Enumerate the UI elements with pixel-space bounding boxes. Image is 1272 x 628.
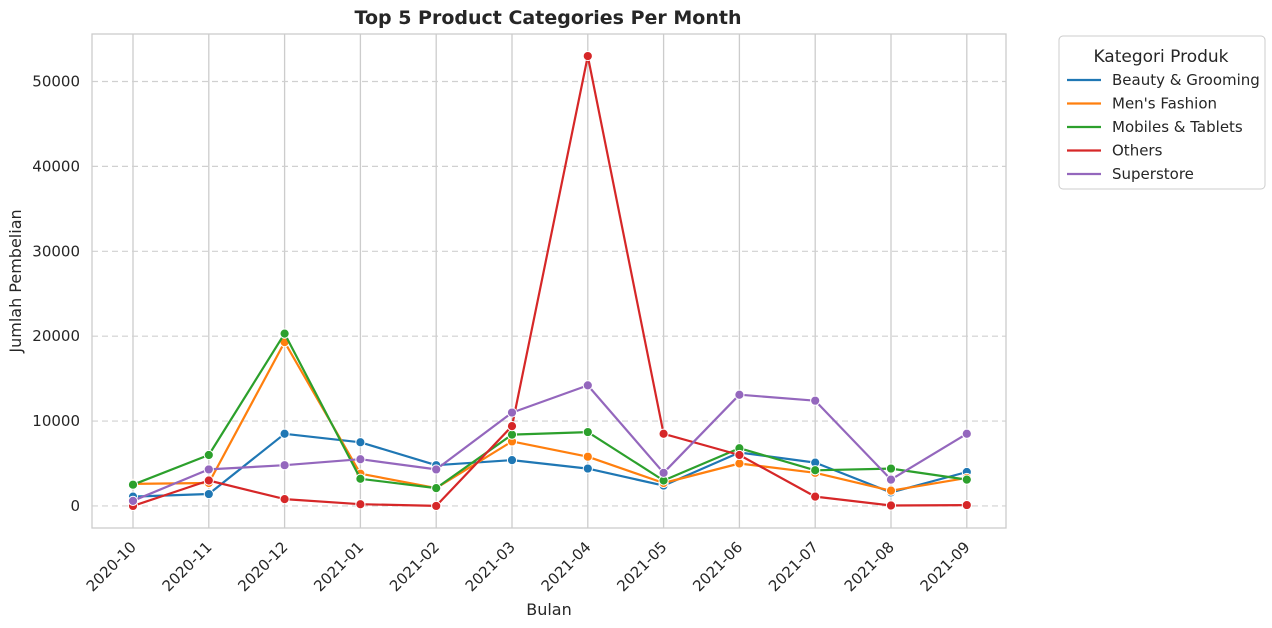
series-layer [127, 50, 972, 512]
legend: Kategori Produk Beauty & Grooming Men's F… [1058, 35, 1266, 190]
data-point [658, 428, 669, 439]
legend-title: Kategori Produk [1093, 47, 1228, 67]
data-point [203, 488, 214, 500]
data-point [582, 451, 593, 462]
data-point [506, 429, 518, 440]
y-axis-label: Jumlah Pembelian [6, 209, 25, 353]
data-point [127, 495, 139, 506]
series-line [132, 54, 967, 507]
legend-items: Beauty & Grooming Men's Fashion Mobiles & … [1067, 71, 1260, 183]
legend-label: Beauty & Grooming [1112, 71, 1260, 89]
data-point [506, 454, 518, 466]
data-point [203, 475, 214, 486]
data-point [885, 463, 897, 474]
data-point [961, 428, 972, 439]
data-point [355, 473, 366, 484]
x-axis-label: Bulan [526, 600, 572, 619]
legend-label: Men's Fashion [1112, 95, 1217, 113]
data-point [582, 463, 593, 474]
data-point [355, 454, 366, 465]
data-point [734, 458, 745, 469]
y-tick-label: 10000 [32, 412, 80, 430]
data-point [279, 328, 290, 339]
data-point [961, 474, 972, 485]
data-point [582, 50, 593, 62]
data-point [203, 464, 214, 475]
y-tick-label: 40000 [32, 157, 80, 175]
data-point [127, 479, 139, 490]
y-tick-label: 50000 [32, 73, 80, 91]
y-tick-label: 20000 [32, 327, 80, 345]
data-point [810, 395, 821, 406]
data-point [279, 494, 290, 505]
data-point [279, 428, 290, 439]
y-tick-labels: 0 10000 20000 30000 40000 50000 [32, 73, 80, 515]
chart-title: Top 5 Product Categories Per Month [355, 7, 742, 29]
data-point [431, 464, 442, 475]
data-point [203, 449, 214, 461]
series-group [127, 328, 972, 494]
data-point [582, 426, 593, 438]
series-line [132, 432, 968, 498]
data-point [810, 491, 821, 502]
data-point [961, 499, 972, 511]
data-point [582, 380, 593, 391]
legend-frame [1058, 35, 1266, 190]
legend-label: Others [1112, 142, 1163, 160]
data-point [431, 500, 442, 512]
data-point [734, 449, 745, 461]
data-point [658, 467, 669, 478]
data-point [506, 407, 518, 418]
data-point [734, 389, 745, 400]
data-point [355, 499, 366, 510]
data-point [355, 437, 366, 448]
series-group [127, 380, 972, 506]
legend-label: Superstore [1112, 165, 1194, 183]
data-point [506, 421, 518, 432]
y-tick-label: 30000 [32, 242, 80, 260]
grid-layer [92, 34, 1006, 528]
data-point [885, 474, 897, 485]
data-point [279, 460, 290, 471]
series-line [132, 384, 968, 502]
data-point [810, 465, 821, 476]
legend-label: Mobiles & Tablets [1112, 118, 1243, 136]
y-tick-label: 0 [70, 497, 80, 515]
plot-frame [91, 33, 1007, 529]
data-point [885, 500, 897, 511]
data-point [885, 485, 897, 496]
data-point [431, 483, 442, 494]
series-line [132, 341, 967, 492]
series-line [132, 332, 967, 490]
